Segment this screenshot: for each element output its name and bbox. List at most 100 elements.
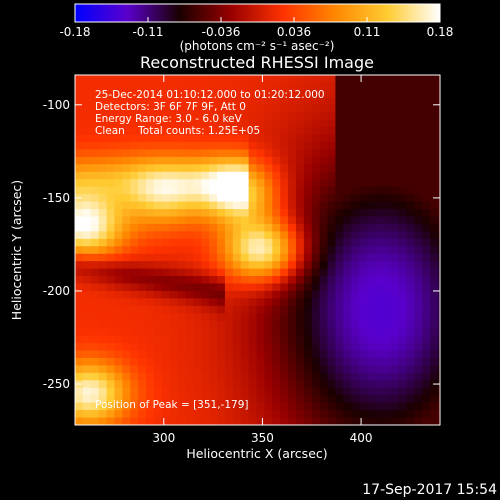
- colorbar-tick-label: 0.11: [354, 25, 381, 39]
- heatmap-cell: [232, 246, 242, 255]
- heatmap-cell: [248, 171, 258, 180]
- heatmap-cell: [422, 127, 431, 136]
- heatmap-cell: [335, 313, 344, 322]
- heatmap-cell: [303, 268, 313, 277]
- heatmap-cell: [98, 335, 108, 344]
- heatmap-cell: [114, 238, 123, 247]
- heatmap-cell: [406, 164, 415, 173]
- heatmap-cell: [280, 261, 289, 270]
- heatmap-cell: [295, 335, 305, 344]
- heatmap-cell: [319, 328, 329, 337]
- heatmap-cell: [209, 276, 218, 285]
- heatmap-cell: [295, 343, 305, 352]
- heatmap-cell: [319, 276, 329, 285]
- heatmap-cell: [398, 164, 408, 173]
- heatmap-cell: [130, 305, 139, 314]
- heatmap-cell: [138, 97, 147, 106]
- heatmap-cell: [90, 171, 100, 180]
- heatmap-cell: [75, 305, 84, 314]
- heatmap-cell: [422, 75, 431, 84]
- heatmap-cell: [256, 119, 266, 128]
- heatmap-cell: [359, 104, 368, 113]
- heatmap-cell: [280, 387, 289, 396]
- heatmap-cell: [295, 179, 305, 188]
- heatmap-cell: [288, 253, 297, 262]
- heatmap-cell: [90, 387, 100, 396]
- heatmap-cell: [98, 328, 108, 337]
- heatmap-cell: [169, 216, 179, 225]
- heatmap-cell: [130, 134, 139, 143]
- heatmap-cell: [82, 343, 92, 352]
- heatmap-cell: [295, 82, 305, 91]
- heatmap-cell: [209, 119, 218, 128]
- heatmap-cell: [422, 313, 431, 322]
- heatmap-cell: [430, 186, 439, 195]
- heatmap-cell: [138, 89, 147, 98]
- heatmap-cell: [169, 104, 179, 113]
- heatmap-cell: [382, 134, 392, 143]
- heatmap-cell: [193, 238, 202, 247]
- heatmap-cell: [201, 372, 210, 381]
- heatmap-cell: [295, 283, 305, 292]
- heatmap-cell: [359, 119, 368, 128]
- heatmap-cell: [359, 164, 368, 173]
- heatmap-cell: [359, 268, 368, 277]
- heatmap-cell: [161, 186, 171, 195]
- heatmap-cell: [367, 357, 376, 367]
- heatmap-cell: [272, 142, 281, 151]
- heatmap-cell: [430, 127, 439, 136]
- heatmap-cell: [295, 216, 305, 225]
- heatmap-cell: [295, 417, 305, 425]
- heatmap-cell: [335, 75, 344, 84]
- heatmap-cell: [130, 216, 139, 225]
- heatmap-cell: [177, 119, 187, 128]
- heatmap-cell: [240, 119, 250, 128]
- heatmap-cell: [359, 238, 368, 247]
- heatmap-cell: [343, 395, 352, 404]
- heatmap-cell: [185, 238, 194, 247]
- heatmap-cell: [130, 350, 139, 359]
- heatmap-cell: [374, 417, 384, 425]
- heatmap-cell: [327, 209, 337, 218]
- heatmap-cell: [224, 216, 234, 225]
- heatmap-cell: [327, 246, 337, 255]
- heatmap-cell: [367, 179, 376, 188]
- heatmap-cell: [288, 179, 297, 188]
- heatmap-cell: [114, 112, 123, 121]
- heatmap-cell: [90, 402, 100, 411]
- heatmap-cell: [288, 410, 297, 419]
- annotation-clean-counts: Clean Total counts: 1.25E+05: [95, 125, 260, 137]
- heatmap-cell: [288, 365, 297, 374]
- heatmap-cell: [280, 75, 289, 84]
- x-tick-label: 350: [251, 431, 274, 445]
- heatmap-cell: [185, 104, 194, 113]
- heatmap-cell: [382, 238, 392, 247]
- heatmap-cell: [288, 149, 297, 158]
- heatmap-cell: [122, 268, 131, 277]
- heatmap-cell: [201, 156, 210, 165]
- heatmap-cell: [430, 238, 439, 247]
- heatmap-cell: [161, 89, 171, 98]
- heatmap-cell: [382, 402, 392, 411]
- heatmap-cell: [193, 283, 202, 292]
- heatmap-cell: [280, 305, 289, 314]
- heatmap-cell: [374, 119, 384, 128]
- heatmap-cell: [382, 387, 392, 396]
- heatmap-cell: [193, 194, 202, 203]
- heatmap-cell: [248, 164, 258, 173]
- heatmap-cell: [256, 410, 266, 419]
- y-tick-label: -250: [43, 377, 70, 391]
- heatmap-cell: [438, 186, 440, 195]
- heatmap-cell: [256, 82, 266, 91]
- heatmap-cell: [390, 410, 400, 419]
- heatmap-cell: [367, 261, 376, 270]
- heatmap-cell: [311, 82, 321, 91]
- heatmap-cell: [106, 194, 116, 203]
- heatmap-cell: [327, 320, 337, 329]
- heatmap-cell: [264, 179, 273, 188]
- heatmap-cell: [295, 387, 305, 396]
- heatmap-cell: [406, 313, 415, 322]
- heatmap-cell: [382, 290, 392, 300]
- heatmap-cell: [161, 261, 171, 270]
